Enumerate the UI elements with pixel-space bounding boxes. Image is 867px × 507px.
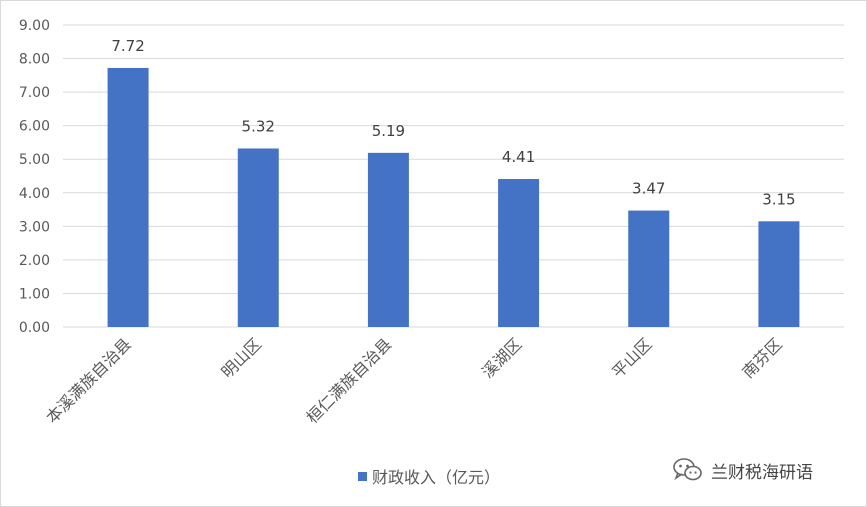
data-label: 7.72: [111, 37, 144, 55]
legend-label: 财政收入（亿元）: [372, 468, 501, 487]
data-label: 3.15: [762, 190, 795, 208]
data-label: 5.19: [372, 122, 405, 140]
bar: [367, 152, 409, 327]
y-tick-label: 9.00: [19, 18, 50, 34]
data-label: 5.32: [242, 117, 275, 135]
bar: [107, 67, 149, 327]
y-tick-label: 5.00: [19, 152, 50, 168]
y-tick-label: 1.00: [19, 286, 50, 302]
watermark-text: 兰财税海研语: [711, 462, 813, 483]
x-category-label: 平山区: [608, 334, 655, 381]
y-tick-label: 4.00: [19, 186, 50, 202]
legend-swatch: [358, 471, 367, 481]
data-label: 4.41: [502, 148, 535, 166]
bar: [237, 148, 279, 327]
x-category-label: 溪湖区: [478, 334, 525, 381]
legend: 财政收入（亿元）: [358, 464, 500, 488]
y-tick-label: 3.00: [19, 219, 50, 235]
x-category-label: 明山区: [218, 334, 265, 381]
bar: [498, 179, 540, 327]
wechat-icon: [673, 458, 702, 481]
y-tick-label: 6.00: [19, 119, 50, 135]
y-tick-label: 7.00: [19, 85, 50, 101]
y-tick-label: 8.00: [19, 52, 50, 68]
x-category-label: 桓仁满族自治县: [303, 334, 396, 427]
y-tick-label: 0.00: [19, 320, 50, 336]
bar: [758, 221, 800, 327]
bar-chart: 0.00 1.00 2.00 3.00 4.00 5.00 6.00 7.00 8.00 9.00…: [19, 18, 844, 427]
bar: [628, 210, 670, 327]
watermark: 兰财税海研语: [673, 453, 813, 487]
data-label: 3.47: [632, 180, 665, 198]
y-tick-label: 2.00: [19, 253, 50, 269]
x-category-label: 本溪满族自治县: [42, 334, 135, 427]
x-category-label: 南芬区: [738, 334, 785, 381]
